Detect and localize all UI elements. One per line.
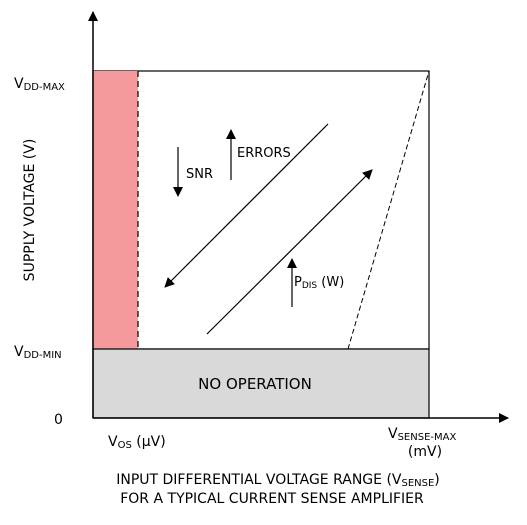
pdis-label: PDIS (W) <box>294 275 344 291</box>
x-caption-line-2: FOR A TYPICAL CURRENT SENSE AMPLIFIER <box>120 491 424 507</box>
vsense-max-dashed-line <box>347 70 430 350</box>
operating-region-box <box>92 70 430 350</box>
errors-label: ERRORS <box>237 146 291 161</box>
diagonal-arrow-up-right <box>206 169 373 335</box>
x-caption-line-1: INPUT DIFFERENTIAL VOLTAGE RANGE (VSENSE… <box>116 472 440 489</box>
vsense-max-label: VSENSE-MAX <box>388 426 456 443</box>
snr-label: SNR <box>186 167 213 182</box>
vdd-min-label: VDD-MIN <box>14 344 62 361</box>
vsense-max-unit: (mV) <box>408 444 442 460</box>
offset-voltage-region <box>93 71 138 349</box>
no-operation-label: NO OPERATION <box>198 375 312 393</box>
y-axis-label: SUPPLY VOLTAGE (V) <box>22 139 38 282</box>
origin-zero-label: 0 <box>54 412 63 428</box>
vdd-max-label: VDD-MAX <box>14 76 65 93</box>
diagonal-arrow-down-left <box>164 123 329 288</box>
vos-label: VOS (µV) <box>108 434 166 451</box>
